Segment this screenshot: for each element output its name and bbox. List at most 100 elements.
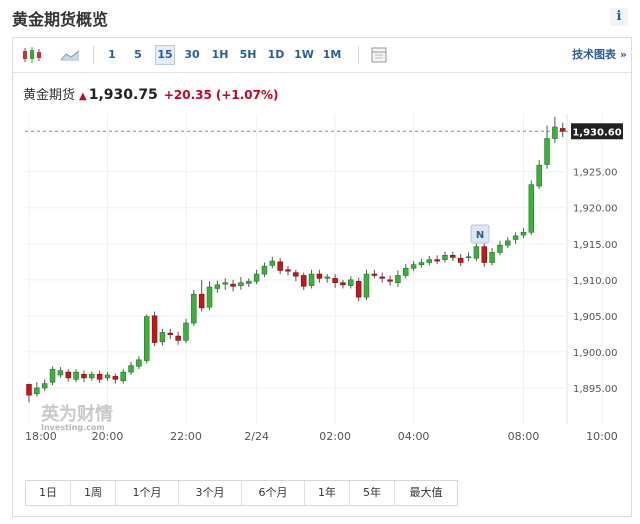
range-1m[interactable]: 1个月 [116,481,179,505]
range-5y[interactable]: 5年 [350,481,395,505]
candle-body [559,128,566,132]
interval-5h[interactable]: 5H [239,48,257,61]
table-view-icon[interactable] [369,46,389,64]
watermark-text: 英为财情 [40,403,113,425]
y-tick-label: 1,895.00 [573,384,618,395]
interval-15[interactable]: 15 [155,45,175,65]
candle-body [159,332,166,343]
interval-1[interactable]: 1 [108,48,116,61]
news-marker[interactable]: N [470,224,490,244]
instrument-name: 黄金期货 [23,88,76,103]
interval-1w[interactable]: 1W [294,48,314,61]
candle-body [324,276,330,279]
candle-body [89,373,95,379]
candle-body [473,246,480,259]
candle-body [520,231,527,236]
y-tick-label: 1,925.00 [573,168,618,179]
x-tick-label: 2/24 [244,430,269,443]
candle-body [371,273,378,276]
candle-body [206,286,213,308]
x-tick-label: 04:00 [398,430,430,443]
candle-body [26,384,32,396]
candle-body [81,373,87,379]
candle-body [497,244,503,253]
candle-body [544,138,550,165]
range-6m[interactable]: 6个月 [242,481,305,505]
candle-body [151,315,158,343]
tech-chart-link[interactable]: 技术图表 » [572,48,627,61]
last-price: 1,930.75 [88,87,158,103]
watermark-logo: 英为财情 Investing.com [40,403,113,432]
interval-1h[interactable]: 1H [211,48,229,61]
candle-body [128,365,134,373]
candlestick-type-icon[interactable] [21,46,43,64]
candle-body [246,280,252,284]
candle-body [505,240,511,246]
candle-body [41,383,48,389]
price-chart[interactable]: 英为财情 Investing.com 1,895.00 1,900.00 1,905… [13,38,631,478]
header: 黄金期货概览 i [12,6,628,30]
page-title: 黄金期货概览 [12,10,109,29]
y-tick-label: 1,910.00 [573,276,618,287]
candle-body [418,262,425,265]
candle-body [434,259,440,262]
candle-body [120,371,126,382]
candle-body [363,273,370,298]
candle-body [230,283,236,287]
candle-body [253,273,260,282]
candle-body [112,376,119,380]
toolbar-divider [93,46,94,64]
range-1y[interactable]: 1年 [305,481,350,505]
arrow-up-icon: ▲ [79,91,87,102]
candle-body [73,371,79,380]
x-tick-label: 22:00 [170,430,202,443]
candle-body [512,235,519,240]
candle-body [214,284,221,289]
candle-body [49,368,56,383]
interval-1d[interactable]: 1D [267,48,285,61]
candle-body [348,279,354,286]
y-tick-label: 1,905.00 [573,312,618,323]
candle-body [285,269,291,272]
candle-body [175,335,181,341]
candle-body [426,259,433,263]
candle-body [136,359,142,367]
toolbar-divider [358,46,359,64]
candle-body [395,275,401,283]
chart-toolbar: 1 5 15 30 1H 5H 1D 1W 1M 技术图表 » [13,38,631,73]
candle-body [340,282,346,286]
range-3m[interactable]: 3个月 [179,481,242,505]
y-tick-label: 1,920.00 [573,204,618,215]
y-tick-label: 1,900.00 [573,348,618,359]
candle-body [57,370,64,376]
interval-30[interactable]: 30 [184,48,200,61]
candle-body [489,252,495,263]
range-1d[interactable]: 1日 [26,481,71,505]
x-tick-label: 20:00 [92,430,124,443]
range-selector: 1日 1周 1个月 3个月 6个月 1年 5年 最大值 [25,480,458,506]
area-chart-icon[interactable] [59,46,81,64]
price-change-percent: (+1.07%) [215,88,279,102]
info-icon[interactable]: i [610,8,628,26]
candle-body [183,322,189,341]
candle-body [293,272,299,277]
candle-body [143,316,150,361]
candle-body [65,371,71,379]
watermark-sub: Investing.com [41,423,105,432]
candle-body [238,282,244,286]
x-tick-label: 10:00 [586,430,618,443]
candle-body [269,260,276,266]
candle-body [387,279,393,282]
quote-line: 黄金期货 ▲ 1,930.75 +20.35 (+1.07%) [23,84,278,103]
x-tick-label: 02:00 [319,430,351,443]
x-tick-label: 18:00 [25,430,57,443]
candle-body [552,126,558,139]
interval-5[interactable]: 5 [134,48,142,61]
range-max[interactable]: 最大值 [409,486,443,499]
current-price-label: 1,930.60 [572,127,621,138]
candle-body [300,275,307,287]
interval-1m[interactable]: 1M [322,48,342,61]
y-tick-label: 1,915.00 [573,240,618,251]
candle-body [96,373,103,380]
range-1w[interactable]: 1周 [71,481,116,505]
